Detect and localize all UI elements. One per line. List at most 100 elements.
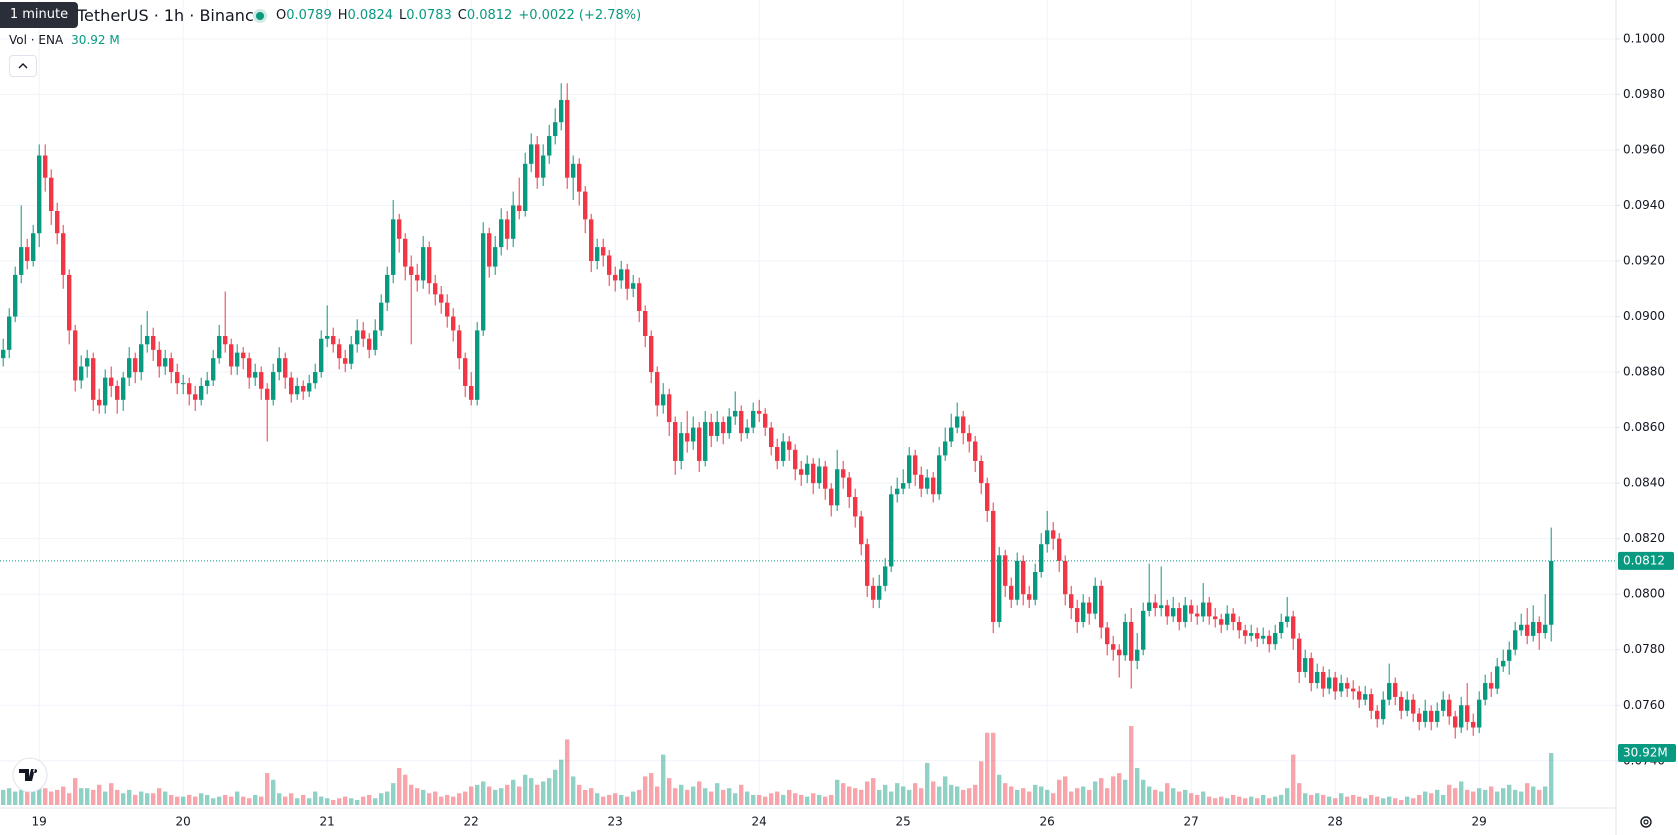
volume-bar [931, 781, 936, 805]
candle-body [1015, 560, 1020, 600]
collapse-button[interactable] [9, 55, 37, 77]
candle-body [655, 372, 660, 406]
symbol-title[interactable]: TetherUS · 1h · Binance [77, 6, 264, 25]
candle-body [541, 155, 546, 178]
candle-body [1111, 644, 1116, 650]
candle-body [1117, 649, 1122, 656]
volume-bar [1075, 788, 1080, 805]
candle-body [1045, 530, 1050, 545]
x-tick-label: 26 [1040, 815, 1055, 829]
last-volume-box [1618, 744, 1676, 763]
volume-bar [493, 789, 498, 805]
candle-body [1501, 660, 1506, 667]
candle-body [403, 238, 408, 267]
volume-bar [601, 796, 606, 805]
volume-bar [361, 796, 366, 805]
candle-body [673, 422, 678, 461]
volume-bar [1045, 789, 1050, 805]
candle-body [289, 377, 294, 395]
candle-body [1039, 544, 1044, 572]
tooltip: 1 minute [0, 2, 78, 28]
volume-bar [1219, 796, 1224, 805]
volume-bar [121, 793, 126, 805]
candle-body [253, 372, 258, 378]
candle-body [1075, 608, 1080, 622]
volume-bar [1519, 791, 1524, 805]
candle-body [1237, 621, 1242, 631]
x-tick-label: 22 [464, 815, 479, 829]
volume-bar [1465, 789, 1470, 805]
candle-body [73, 330, 78, 381]
volume-bar [703, 788, 708, 805]
volume-bar [1099, 778, 1104, 805]
candle-body [1153, 602, 1158, 609]
volume-bar [733, 793, 738, 805]
volume-value: 30.92 M [71, 33, 120, 47]
candle-body [121, 377, 126, 400]
volume-bar [883, 784, 888, 805]
candle-body [187, 383, 192, 395]
volume-bar [667, 778, 672, 805]
y-tick-label: 0.0920 [1623, 254, 1665, 268]
volume-bar [1315, 793, 1320, 805]
volume-bar [355, 799, 360, 805]
volume-bar [1525, 783, 1530, 805]
volume-bar [985, 732, 990, 805]
volume-bar [1537, 789, 1542, 805]
volume-bar [811, 793, 816, 805]
candle-body [1261, 635, 1266, 639]
y-tick-label: 0.0780 [1623, 642, 1665, 656]
volume-bar [109, 783, 114, 805]
settings-icon[interactable] [1640, 816, 1652, 828]
candle-body [835, 469, 840, 506]
volume-bar [409, 784, 414, 805]
candle-body [1543, 624, 1548, 634]
candle-body [511, 205, 516, 239]
candle-body [853, 497, 858, 517]
candle-body [859, 516, 864, 545]
candle-body [517, 205, 522, 212]
candle-body [331, 335, 336, 345]
candle-body [319, 338, 324, 373]
market-status[interactable] [253, 9, 267, 23]
volume-bar [889, 791, 894, 805]
candle-body [223, 335, 228, 345]
volume-bar [505, 784, 510, 805]
volume-bar [1477, 788, 1482, 805]
volume-bar [1405, 796, 1410, 805]
candle-body [535, 144, 540, 178]
candle-body [931, 477, 936, 495]
candle-body [907, 455, 912, 484]
candle-body [169, 358, 174, 373]
volume-bar [1447, 784, 1452, 805]
candle-body [583, 191, 588, 220]
volume-bar [1549, 753, 1554, 805]
candle-body [385, 274, 390, 303]
candle-body [649, 335, 654, 373]
volume-bar [481, 781, 486, 805]
candle-body [727, 416, 732, 434]
volume-bar [1243, 798, 1248, 805]
candle-body [1141, 610, 1146, 650]
volume-bar [1153, 789, 1158, 805]
candle-body [505, 219, 510, 239]
y-tick-label: 0.0840 [1623, 476, 1665, 490]
volume-bar [1159, 791, 1164, 805]
volume-bar [937, 786, 942, 805]
volume-bar [775, 791, 780, 805]
candle-body [499, 219, 504, 248]
candle-body [709, 422, 714, 436]
candle-body [979, 460, 984, 484]
candle-body [1477, 699, 1482, 728]
volume-bar [619, 794, 624, 805]
volume-bar [1237, 796, 1242, 805]
volume-bar [1291, 754, 1296, 805]
volume-bar [805, 796, 810, 805]
volume-bar [127, 789, 132, 805]
candle-body [1129, 621, 1134, 661]
ohlc-key: O [276, 8, 287, 23]
volume-bar [7, 788, 12, 805]
candle-body [1525, 624, 1530, 636]
candle-body [313, 372, 318, 384]
volume-bar [1015, 789, 1020, 805]
